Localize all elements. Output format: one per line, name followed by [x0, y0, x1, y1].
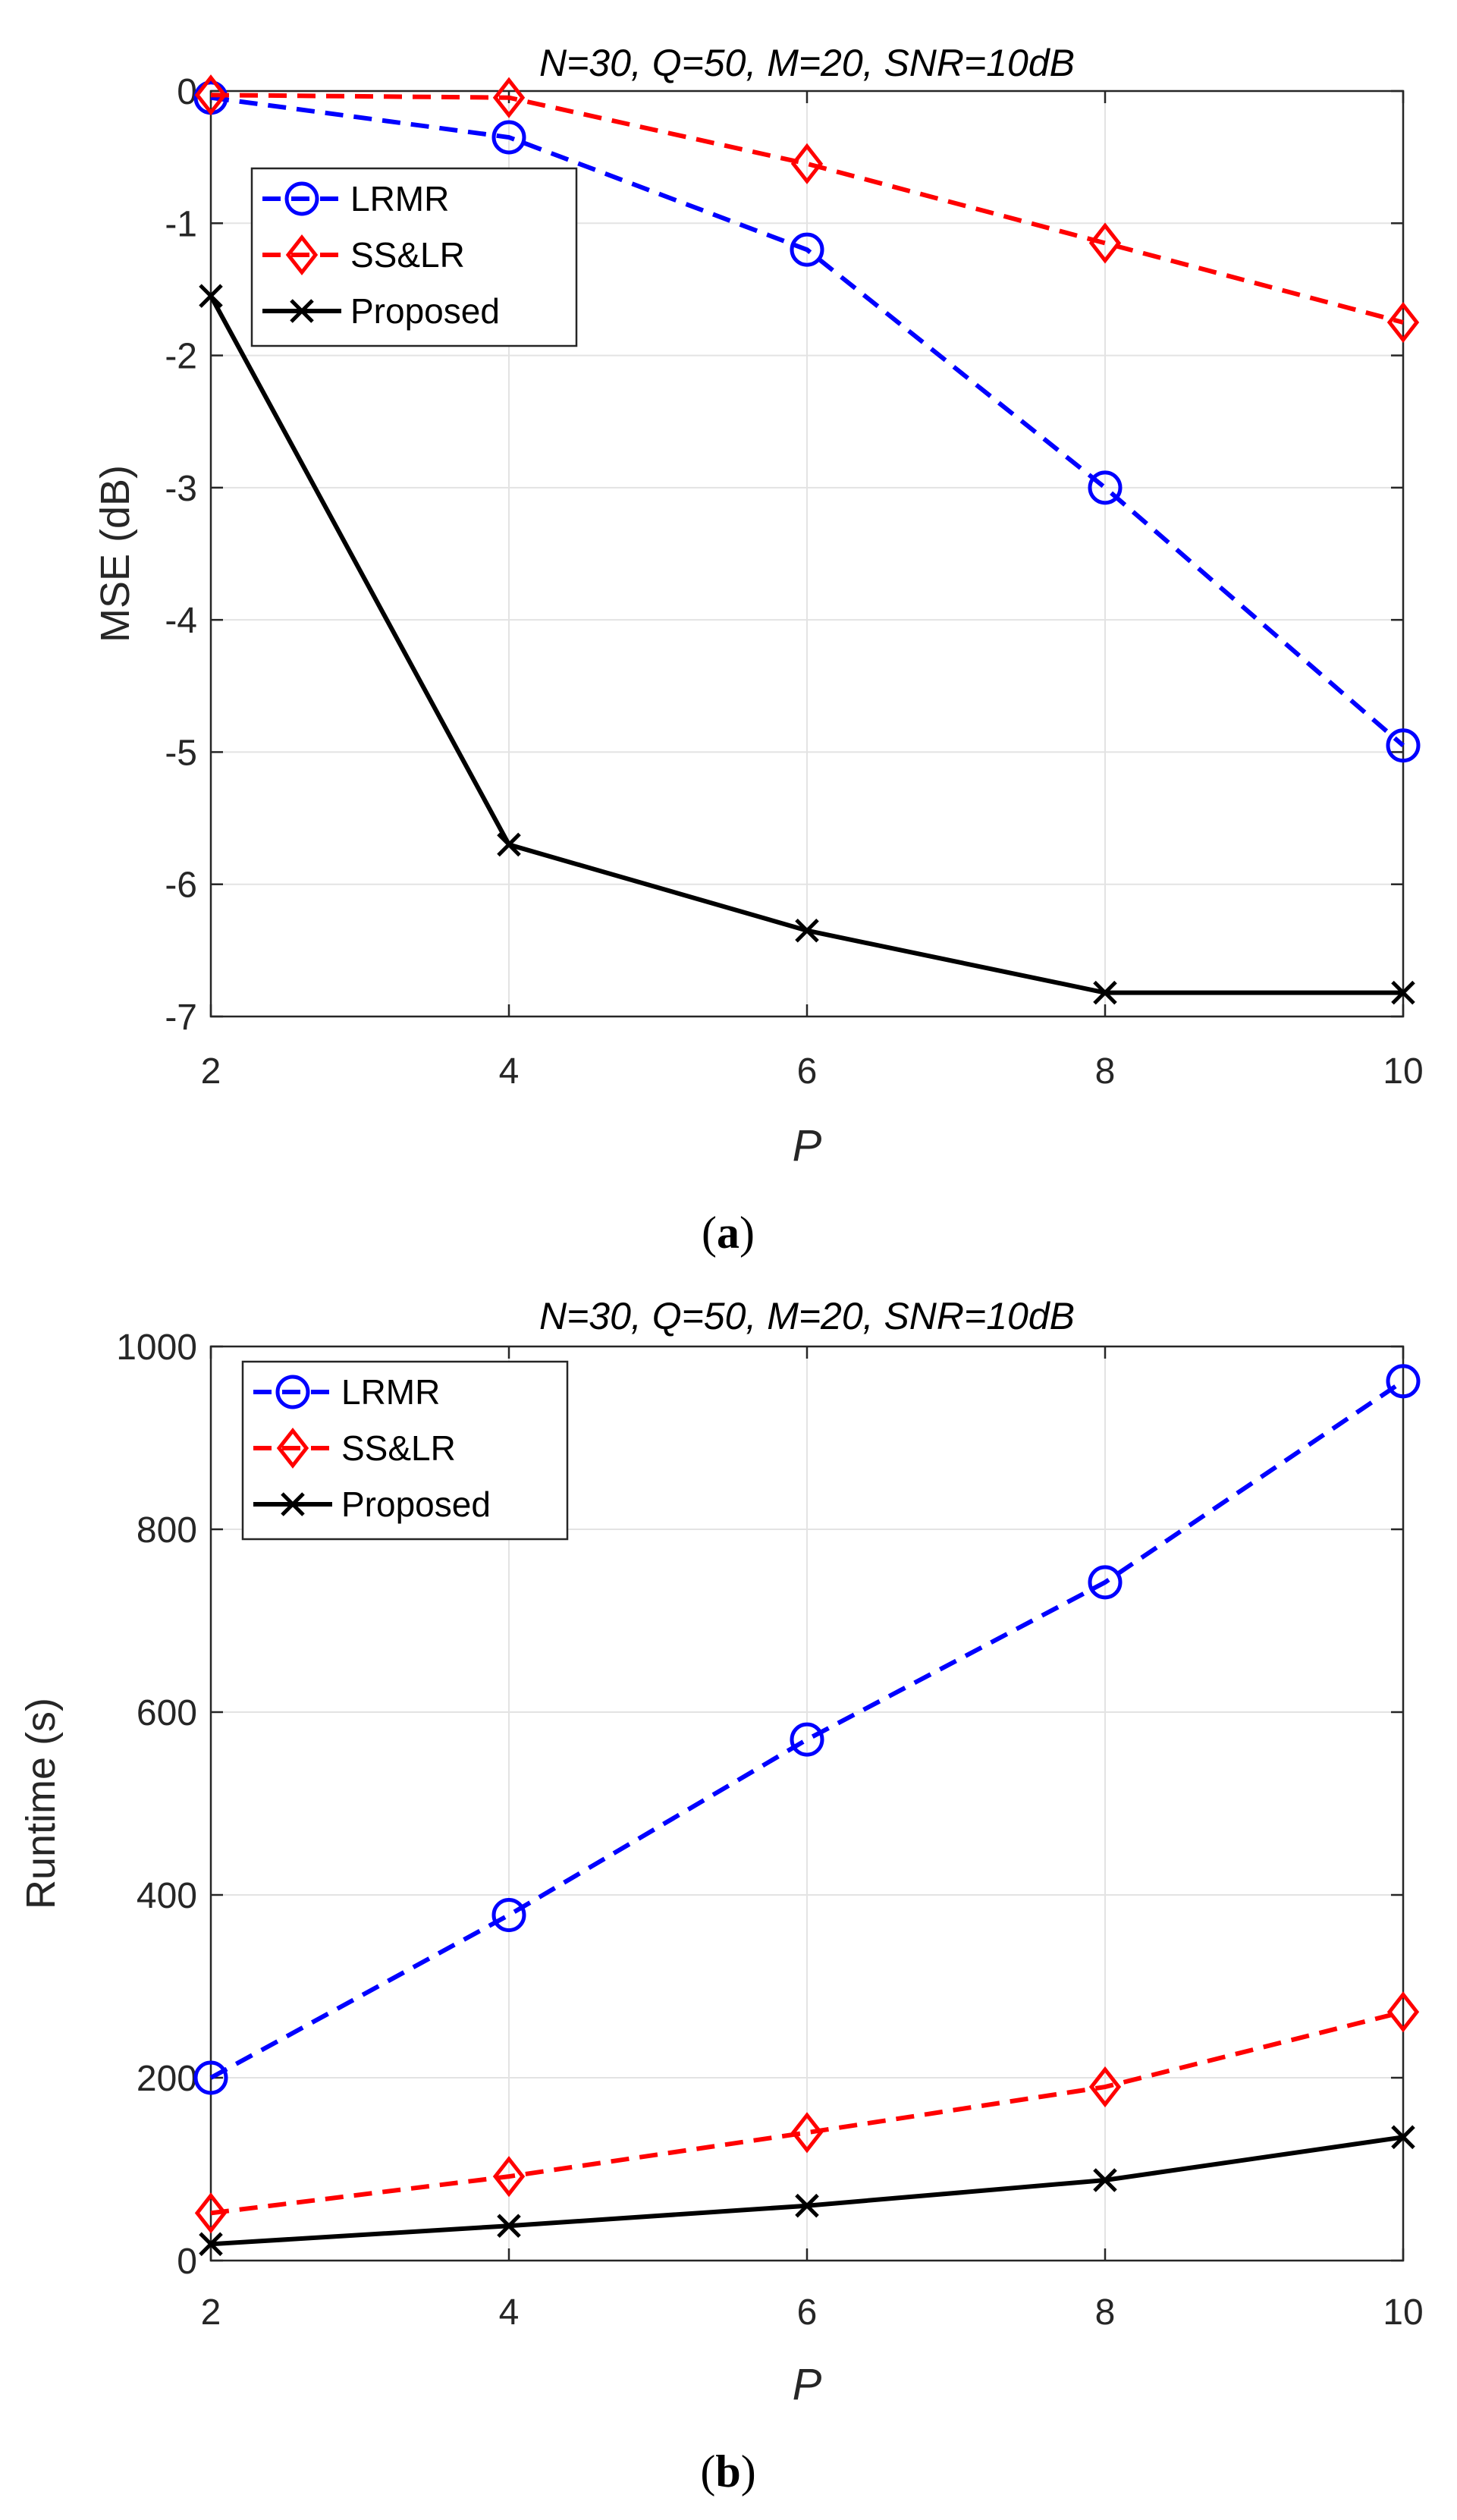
- x-tick-label: 8: [1095, 1051, 1116, 1092]
- x-axis-label: P: [793, 1121, 822, 1170]
- x-tick-label: 2: [201, 1051, 221, 1092]
- legend: LRMR SS&LR Proposed: [250, 167, 578, 347]
- legend-label: SS&LR: [350, 235, 465, 275]
- data-point-circle: [284, 181, 319, 216]
- data-point-circle: [275, 1375, 310, 1409]
- data-point-diamond: [492, 2156, 526, 2198]
- data-point-x: [1093, 2168, 1117, 2192]
- data-point-diamond: [790, 2112, 824, 2154]
- data-point-x: [281, 1492, 305, 1516]
- data-point-diamond: [492, 77, 526, 118]
- data-point-diamond: [285, 234, 319, 276]
- data-point-circle: [1386, 728, 1421, 763]
- chart-panel-a: 2 4 6 8 10 0 -1 -2 -3 -4 -5 -6 -7 N=30, Q=50, M=20, S…: [93, 42, 1424, 1258]
- series-line: [210, 93, 1404, 325]
- subfigure-caption: (a): [702, 1208, 755, 1258]
- data-point-x: [795, 918, 819, 943]
- legend-label: LRMR: [341, 1372, 440, 1412]
- y-axis-label: Runtime (s): [18, 1698, 64, 1909]
- y-tick-label: -5: [165, 733, 197, 773]
- x-tick-label: 4: [499, 2292, 520, 2333]
- y-tick-label: -7: [165, 998, 197, 1038]
- x-tick-label: 2: [201, 2292, 221, 2333]
- y-tick-label: -3: [165, 469, 197, 509]
- data-point-x: [1391, 2125, 1415, 2150]
- y-tick-label: -1: [165, 204, 197, 244]
- y-tick-label: -4: [165, 601, 197, 641]
- x-tick-label: 10: [1383, 1051, 1423, 1092]
- chart-title: N=30, Q=50, M=20, SNR=10dB: [539, 42, 1075, 84]
- y-tick-label: -6: [165, 866, 197, 906]
- series-ss-lr: [194, 74, 1420, 344]
- y-tick-label: 800: [137, 1510, 197, 1551]
- data-point-x: [199, 284, 223, 308]
- data-point-diamond: [1088, 2066, 1122, 2108]
- data-point-diamond: [1386, 301, 1420, 344]
- data-point-circle: [790, 1722, 824, 1757]
- y-tick-label: 0: [177, 72, 197, 112]
- legend-label: SS&LR: [341, 1428, 456, 1468]
- series-line: [210, 95, 1405, 747]
- series-proposed: [199, 2125, 1415, 2257]
- legend: LRMR SS&LR Proposed: [241, 1360, 569, 1541]
- y-tick-label: -2: [165, 337, 197, 377]
- data-point-diamond: [276, 1427, 309, 1469]
- data-point-circle: [1088, 470, 1123, 505]
- x-tick-label: 10: [1383, 2292, 1423, 2333]
- data-point-x: [795, 2193, 819, 2218]
- data-point-x: [497, 2214, 521, 2238]
- chart-title: N=30, Q=50, M=20, SNR=10dB: [539, 1295, 1075, 1337]
- legend-label: Proposed: [350, 291, 500, 331]
- y-tick-label: 200: [137, 2059, 197, 2099]
- series-proposed: [199, 284, 1415, 1005]
- data-point-diamond: [194, 74, 228, 116]
- data-point-circle: [1088, 1565, 1123, 1600]
- x-tick-label: 6: [797, 2292, 818, 2333]
- x-axis-label: P: [793, 2360, 822, 2409]
- data-point-circle: [193, 2060, 228, 2095]
- data-point-x: [199, 2232, 223, 2257]
- y-axis-label: MSE (dB): [93, 465, 138, 643]
- legend-label: Proposed: [341, 1485, 491, 1524]
- data-point-x: [1093, 980, 1117, 1005]
- data-point-circle: [1386, 1364, 1421, 1399]
- data-point-diamond: [194, 2192, 228, 2234]
- legend-label: LRMR: [350, 179, 449, 218]
- series-lrmr: [193, 1364, 1421, 2095]
- data-point-circle: [790, 232, 824, 267]
- data-point-circle: [491, 1898, 526, 1933]
- subfigure-caption: (b): [700, 2446, 755, 2496]
- series-ss-lr: [194, 1991, 1420, 2234]
- data-point-diamond: [1386, 1991, 1420, 2033]
- y-tick-label: 400: [137, 1876, 197, 1916]
- x-tick-label: 4: [499, 1051, 520, 1092]
- y-tick-label: 0: [177, 2242, 197, 2282]
- data-point-circle: [491, 120, 526, 155]
- data-point-diamond: [790, 143, 824, 184]
- data-point-x: [1391, 980, 1415, 1005]
- data-point-x: [497, 832, 521, 857]
- y-tick-label: 600: [137, 1693, 197, 1733]
- data-point-x: [290, 299, 314, 323]
- x-tick-label: 6: [797, 1051, 818, 1092]
- y-tick-label: 1000: [116, 1328, 197, 1368]
- x-tick-label: 8: [1095, 2292, 1116, 2333]
- data-point-diamond: [1088, 222, 1122, 264]
- chart-panel-b: 2 4 6 8 10 0 200 400 600 800 1000 N=30, Q=50, M=20,…: [18, 1295, 1424, 2496]
